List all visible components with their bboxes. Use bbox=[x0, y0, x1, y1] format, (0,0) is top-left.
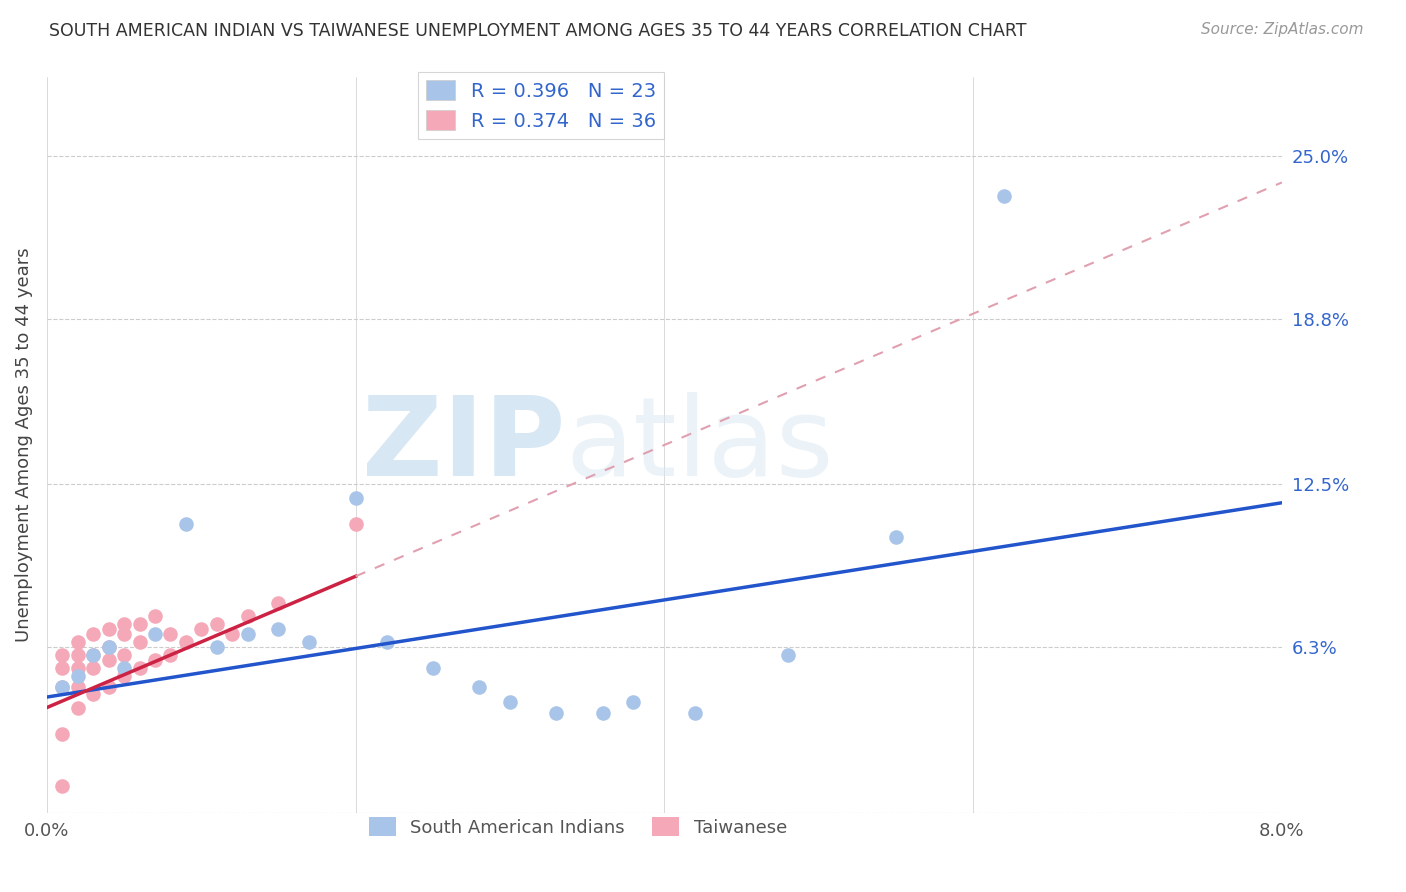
Point bbox=[82, 688, 104, 702]
Point bbox=[66, 635, 89, 649]
Point bbox=[128, 635, 150, 649]
Point bbox=[66, 669, 89, 683]
Point bbox=[82, 661, 104, 675]
Point bbox=[683, 706, 706, 720]
Point bbox=[51, 661, 73, 675]
Point bbox=[66, 700, 89, 714]
Point bbox=[174, 635, 197, 649]
Point bbox=[143, 653, 166, 667]
Point bbox=[112, 627, 135, 641]
Y-axis label: Unemployment Among Ages 35 to 44 years: Unemployment Among Ages 35 to 44 years bbox=[15, 248, 32, 642]
Point bbox=[82, 627, 104, 641]
Point bbox=[993, 188, 1015, 202]
Point bbox=[884, 530, 907, 544]
Point bbox=[267, 622, 290, 636]
Point bbox=[97, 680, 120, 694]
Point bbox=[97, 640, 120, 655]
Point bbox=[66, 648, 89, 662]
Point bbox=[205, 640, 228, 655]
Point bbox=[51, 680, 73, 694]
Point bbox=[422, 661, 444, 675]
Text: SOUTH AMERICAN INDIAN VS TAIWANESE UNEMPLOYMENT AMONG AGES 35 TO 44 YEARS CORREL: SOUTH AMERICAN INDIAN VS TAIWANESE UNEMP… bbox=[49, 22, 1026, 40]
Point bbox=[174, 516, 197, 531]
Point bbox=[112, 616, 135, 631]
Point bbox=[623, 695, 645, 709]
Point bbox=[66, 661, 89, 675]
Point bbox=[112, 648, 135, 662]
Point bbox=[344, 491, 367, 505]
Point bbox=[97, 640, 120, 655]
Point bbox=[82, 648, 104, 662]
Point bbox=[546, 706, 568, 720]
Point bbox=[143, 608, 166, 623]
Point bbox=[97, 622, 120, 636]
Point bbox=[97, 653, 120, 667]
Point bbox=[267, 595, 290, 609]
Point bbox=[112, 669, 135, 683]
Text: ZIP: ZIP bbox=[363, 392, 565, 499]
Point bbox=[128, 616, 150, 631]
Point bbox=[128, 661, 150, 675]
Text: atlas: atlas bbox=[565, 392, 834, 499]
Point bbox=[112, 661, 135, 675]
Point bbox=[776, 648, 799, 662]
Point bbox=[236, 627, 259, 641]
Point bbox=[51, 680, 73, 694]
Point bbox=[592, 706, 614, 720]
Point bbox=[143, 627, 166, 641]
Point bbox=[221, 627, 243, 641]
Point bbox=[51, 648, 73, 662]
Legend: South American Indians, Taiwanese: South American Indians, Taiwanese bbox=[361, 810, 794, 844]
Text: Source: ZipAtlas.com: Source: ZipAtlas.com bbox=[1201, 22, 1364, 37]
Point bbox=[375, 635, 398, 649]
Point bbox=[468, 680, 491, 694]
Point bbox=[159, 627, 181, 641]
Point bbox=[344, 516, 367, 531]
Point bbox=[66, 680, 89, 694]
Point bbox=[205, 616, 228, 631]
Point bbox=[159, 648, 181, 662]
Point bbox=[499, 695, 522, 709]
Point bbox=[51, 727, 73, 741]
Point bbox=[236, 608, 259, 623]
Point bbox=[298, 635, 321, 649]
Point bbox=[190, 622, 212, 636]
Point bbox=[51, 780, 73, 794]
Point bbox=[82, 648, 104, 662]
